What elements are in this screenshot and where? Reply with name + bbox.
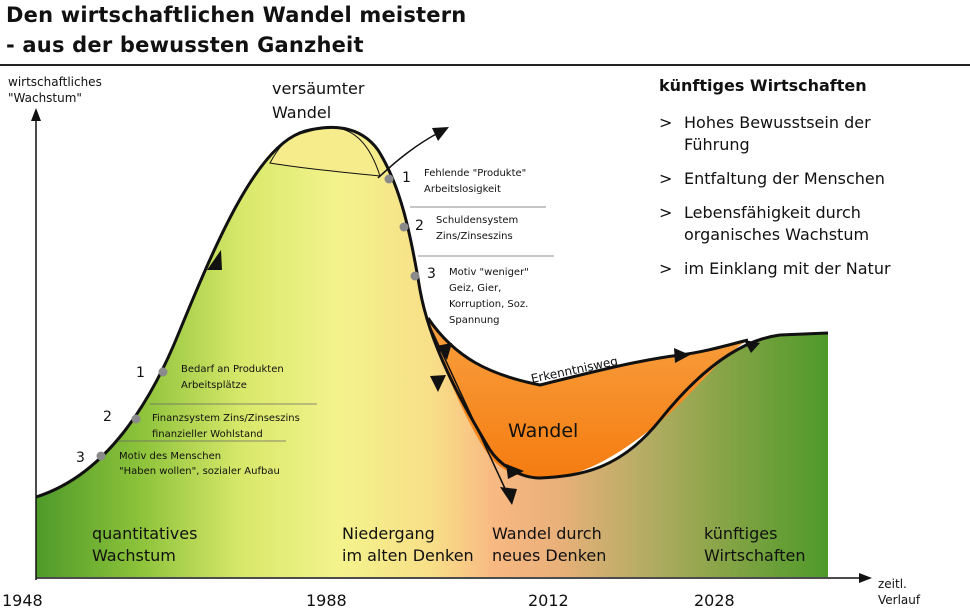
rise-number-2: 2 (103, 409, 112, 425)
rise-number-1: 1 (136, 365, 145, 381)
x-axis-arrowhead (859, 573, 872, 583)
decline-text-3-line4: Spannung (449, 315, 500, 326)
future-bullet-1: > (659, 113, 672, 132)
decline-arrowhead (500, 487, 517, 505)
phase-3-line2: neues Denken (492, 546, 606, 565)
future-item-3-line1: Lebensfähigkeit durch (684, 203, 861, 222)
decline-number-2: 2 (415, 218, 424, 234)
decline-number-1: 1 (402, 170, 411, 186)
decline-text-2-line1: Schuldensystem (436, 215, 518, 226)
decline-text-1-line2: Arbeitslosigkeit (424, 184, 501, 195)
phase-4-line1: künftiges (704, 524, 777, 543)
decline-text-1-line1: Fehlende "Produkte" (424, 168, 526, 179)
trough-arrowhead (506, 464, 524, 479)
missed-change-arrowhead (432, 127, 449, 141)
erkenntnisweg-curve (426, 317, 749, 387)
rise-text-2-line2: finanzieller Wohlstand (152, 429, 263, 440)
decline-text-3-line3: Korruption, Soz. (449, 299, 528, 310)
y-axis-arrowhead (31, 108, 41, 121)
future-heading: künftiges Wirtschaften (659, 76, 867, 95)
rise-text-3-line1: Motiv des Menschen (119, 451, 221, 462)
wandel-label: Wandel (508, 420, 578, 442)
rise-text-1-line2: Arbeitsplätze (181, 380, 247, 391)
rise-text-3-line2: "Haben wollen", sozialer Aufbau (119, 466, 280, 477)
rise-number-3: 3 (76, 450, 85, 466)
rise-point-2 (131, 414, 141, 424)
economy-area (36, 127, 828, 578)
peak-label-line2: Wandel (272, 103, 331, 122)
rise-point-1 (158, 367, 168, 377)
future-item-1-line1: Hohes Bewusstsein der (684, 113, 871, 132)
phase-4-line2: Wirtschaften (704, 546, 805, 565)
descent-arrowhead (430, 375, 446, 392)
year-2012: 2012 (528, 591, 569, 610)
future-bullet-4: > (659, 259, 672, 278)
decline-point-1 (384, 174, 394, 184)
decline-text-2-line2: Zins/Zinseszins (436, 231, 513, 242)
future-item-4-line1: im Einklang mit der Natur (684, 259, 891, 278)
title-line-1: Den wirtschaftlichen Wandel meistern (6, 3, 467, 27)
decline-text-3-line1: Motiv "weniger" (449, 267, 529, 278)
phase-2-line2: im alten Denken (342, 546, 474, 565)
phase-2-line1: Niedergang (342, 524, 435, 543)
rise-text-1-line1: Bedarf an Produkten (181, 364, 284, 375)
rise-point-3 (96, 451, 106, 461)
x-axis-label-line1: zeitl. (878, 577, 907, 591)
x-axis-label-line2: Verlauf (878, 593, 921, 607)
phase-1-line1: quantitatives (92, 524, 197, 543)
wandel-entry-arrowhead (436, 343, 452, 360)
missed-change-path (377, 131, 441, 179)
upper-path-arrowhead (674, 348, 690, 363)
future-item-3-line2: organisches Wachstum (684, 225, 869, 244)
future-bullet-3: > (659, 203, 672, 222)
decline-point-3 (410, 271, 420, 281)
rise-arrowhead (207, 250, 222, 270)
title-line-2: - aus der bewussten Ganzheit (6, 33, 364, 57)
phase-3-line1: Wandel durch (492, 524, 602, 543)
decline-number-3: 3 (427, 266, 436, 282)
wandel-exit-arrowhead (744, 340, 760, 353)
year-1948: 1948 (2, 591, 43, 610)
y-axis-label-line2: "Wachstum" (8, 91, 82, 105)
title-divider (0, 64, 970, 66)
peak-label-line1: versäumter (272, 79, 365, 98)
future-bullet-2: > (659, 169, 672, 188)
year-1988: 1988 (306, 591, 347, 610)
rise-text-2-line1: Finanzsystem Zins/Zinseszins (152, 413, 300, 424)
y-axis-label-line1: wirtschaftliches (8, 75, 102, 89)
year-2028: 2028 (694, 591, 735, 610)
decline-text-3-line2: Geiz, Gier, (449, 283, 501, 294)
decline-point-2 (399, 222, 409, 232)
main-curve (35, 125, 829, 499)
phase-1-line2: Wachstum (92, 546, 176, 565)
future-item-2-line1: Entfaltung der Menschen (684, 169, 885, 188)
future-item-1-line2: Führung (684, 135, 750, 154)
